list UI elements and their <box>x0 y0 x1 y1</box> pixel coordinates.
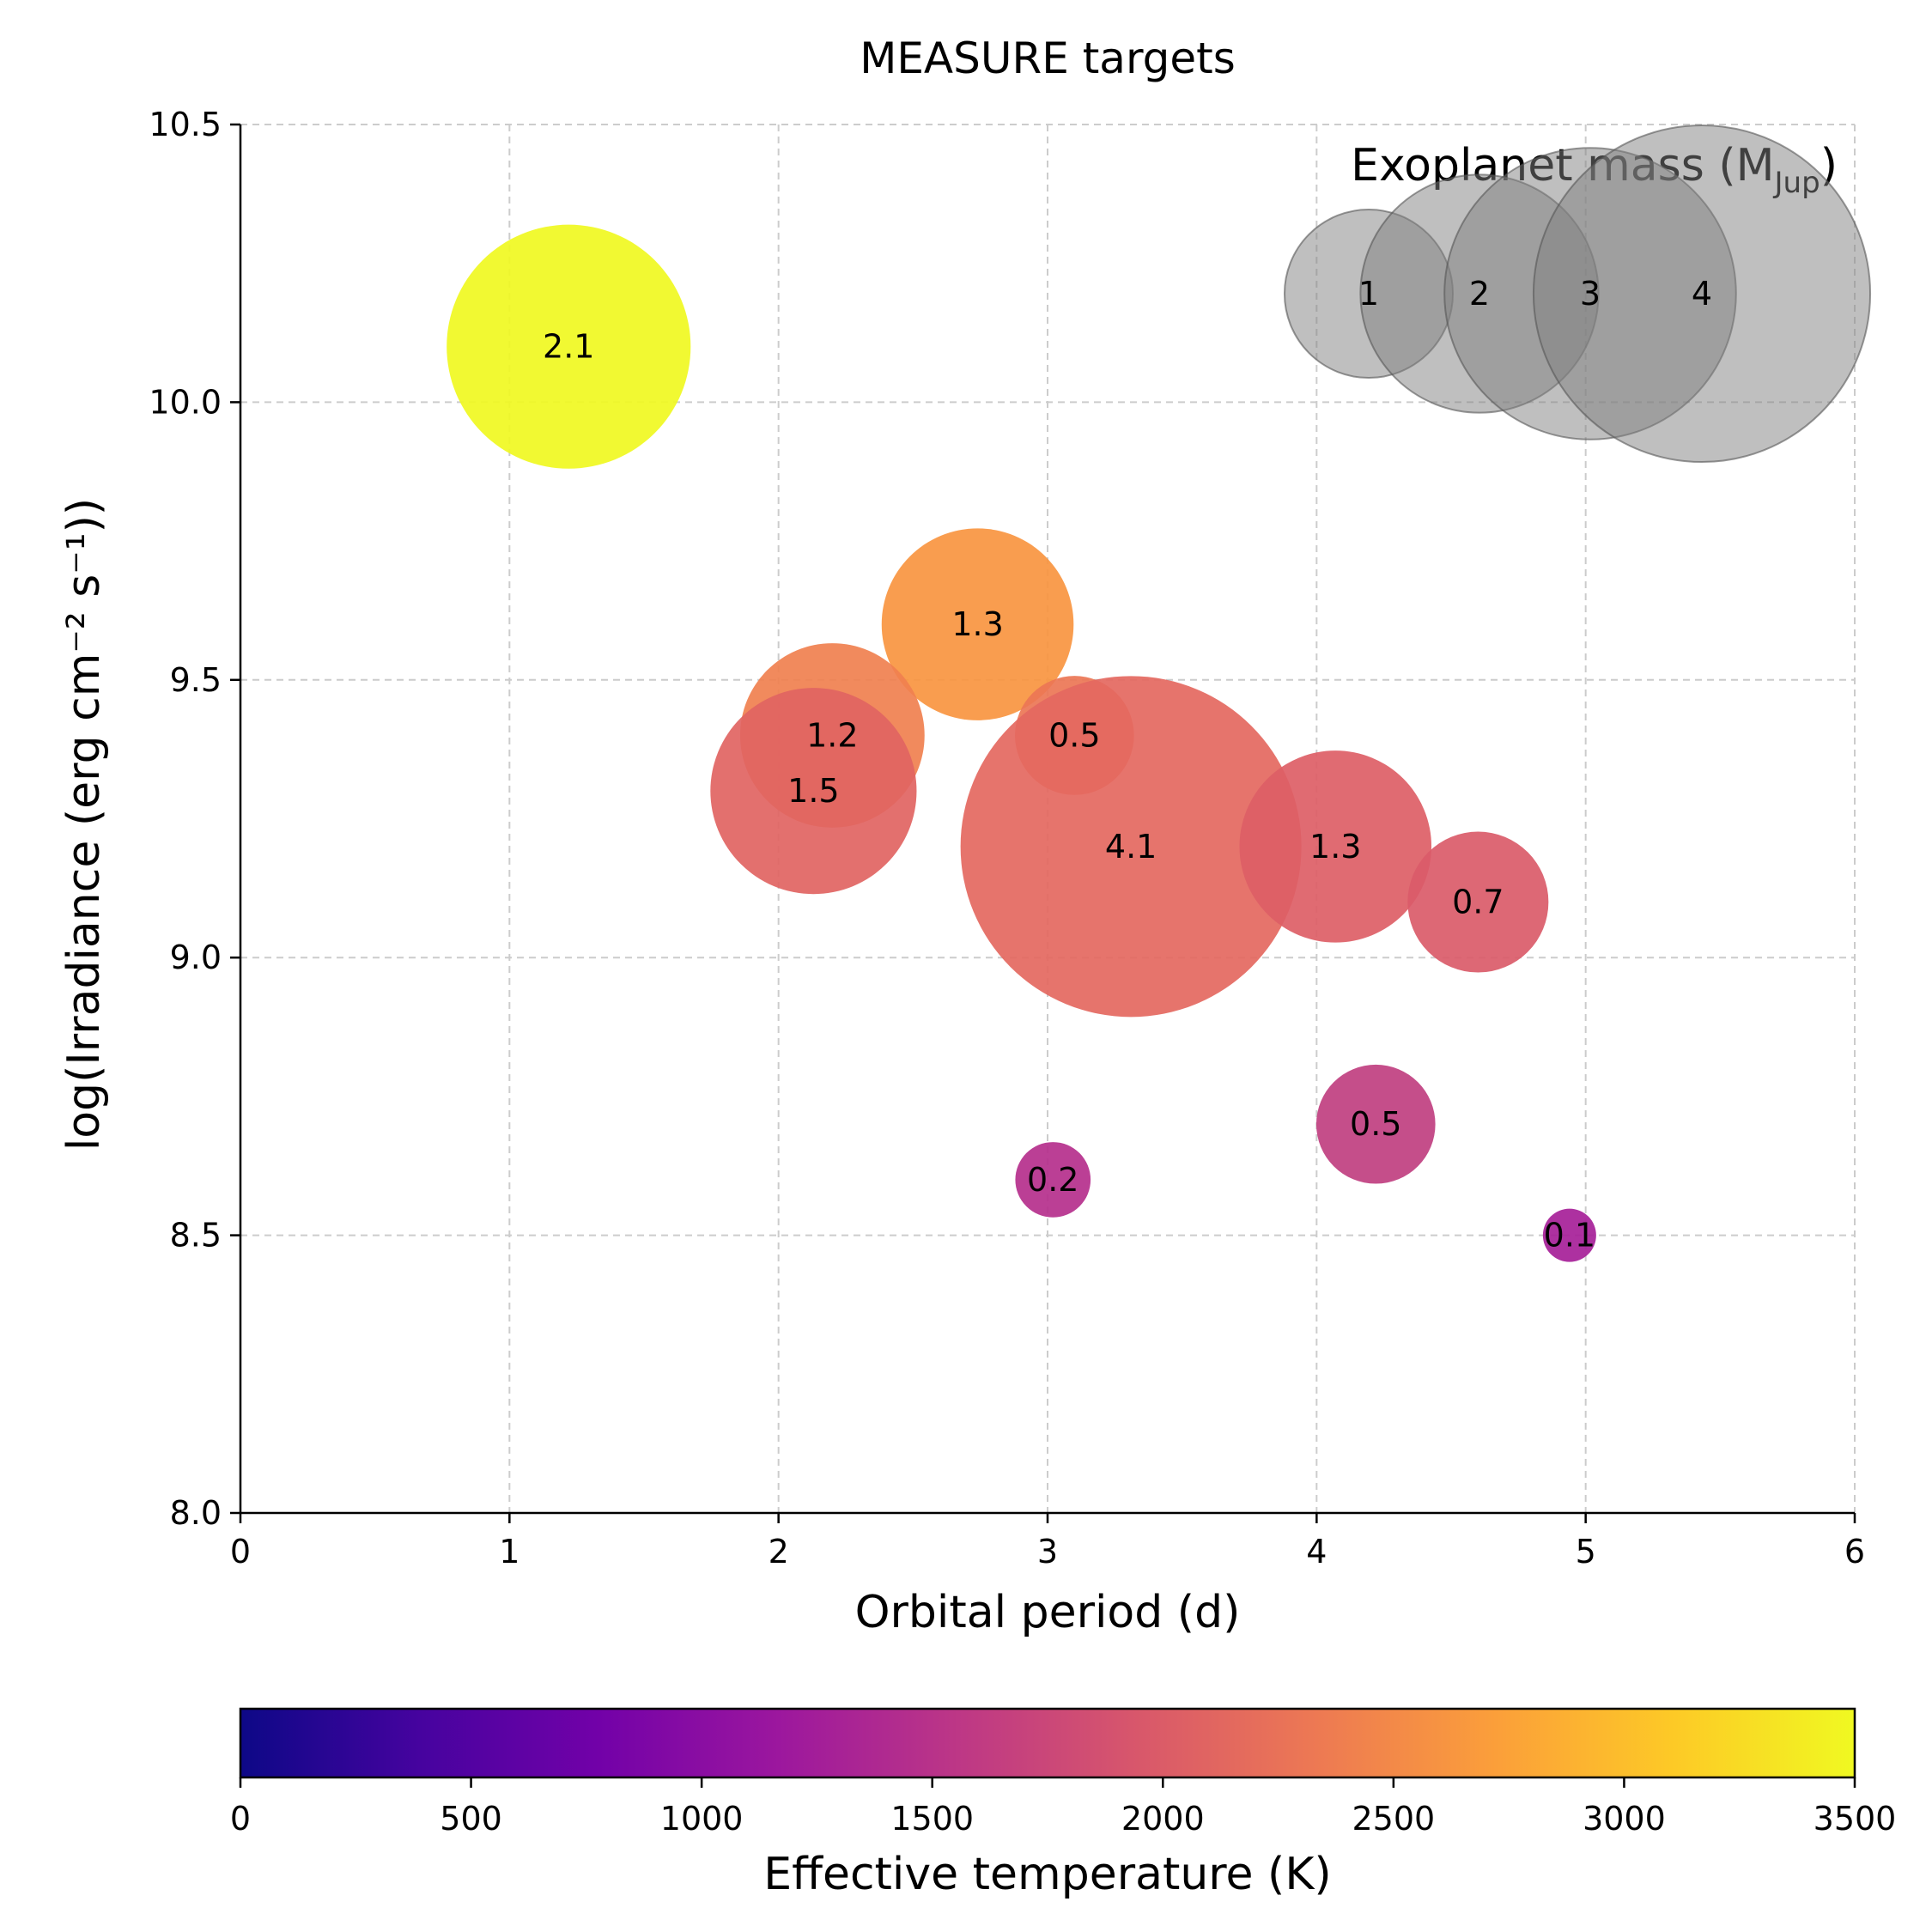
size-legend-label: 1 <box>1358 275 1379 313</box>
x-axis-label: Orbital period (d) <box>855 1587 1241 1638</box>
x-axis-ticks: 0 1 2 3 4 5 6 <box>230 1513 1865 1571</box>
data-point <box>881 528 1074 720</box>
x-tick-label: 0 <box>230 1533 251 1571</box>
data-points: 2.1 1.3 1.2 0.5 1.5 4.1 1.3 0.7 0.5 0.2 0.1 <box>447 224 1596 1262</box>
data-point <box>960 676 1302 1018</box>
size-legend-label: 4 <box>1692 275 1712 313</box>
data-point <box>1407 831 1549 973</box>
y-tick-label: 10.5 <box>149 106 222 143</box>
data-point <box>1315 1064 1436 1184</box>
data-label: 1.2 <box>806 716 858 754</box>
data-point <box>447 224 691 469</box>
size-legend-label: 3 <box>1580 275 1601 313</box>
colorbar-tick-label: 3000 <box>1583 1800 1666 1838</box>
y-tick-label: 9.0 <box>170 939 222 976</box>
colorbar-label: Effective temperature (K) <box>763 1849 1331 1900</box>
y-tick-label: 10.0 <box>149 383 222 421</box>
colorbar-tick-label: 1500 <box>890 1800 974 1838</box>
y-tick-label: 8.0 <box>170 1494 222 1532</box>
x-tick-label: 2 <box>769 1533 789 1571</box>
data-label: 1.3 <box>1309 828 1361 866</box>
colorbar-tick-label: 3500 <box>1814 1800 1897 1838</box>
data-label: 0.1 <box>1544 1217 1595 1255</box>
data-label: 1.3 <box>951 605 1003 643</box>
x-tick-label: 3 <box>1037 1533 1058 1571</box>
data-label: 1.5 <box>787 772 839 810</box>
y-tick-label: 8.5 <box>170 1217 222 1255</box>
colorbar-tick-label: 500 <box>440 1800 502 1838</box>
y-axis-ticks: 8.0 8.5 9.0 9.5 10.0 10.5 <box>149 106 240 1532</box>
colorbar-ticks: 0 500 1000 1500 2000 2500 3000 3500 <box>230 1777 1896 1838</box>
colorbar-gradient <box>239 1707 1856 1779</box>
data-label: 0.2 <box>1027 1161 1078 1199</box>
y-axis-label: log(Irradiance (erg cm⁻² s⁻¹)) <box>58 498 110 1151</box>
size-legend-label: 2 <box>1469 275 1490 313</box>
x-tick-label: 1 <box>499 1533 519 1571</box>
data-label: 4.1 <box>1105 828 1157 866</box>
data-point <box>710 688 917 895</box>
size-legend-marker <box>1532 124 1872 464</box>
x-tick-label: 4 <box>1306 1533 1327 1571</box>
data-point <box>1015 1142 1091 1218</box>
colorbar: 0 500 1000 1500 2000 2500 3000 3500 Effective t… <box>230 1707 1896 1900</box>
x-tick-label: 6 <box>1844 1533 1865 1571</box>
colorbar-tick-label: 0 <box>230 1800 251 1838</box>
data-point <box>1542 1208 1596 1262</box>
data-label: 2.1 <box>543 328 594 366</box>
chart-title: MEASURE targets <box>860 33 1236 83</box>
y-tick-label: 9.5 <box>170 661 222 699</box>
colorbar-tick-label: 2000 <box>1121 1800 1205 1838</box>
data-label: 0.7 <box>1452 884 1504 921</box>
colorbar-tick-label: 1000 <box>660 1800 744 1838</box>
colorbar-tick-label: 2500 <box>1352 1800 1435 1838</box>
x-tick-label: 5 <box>1576 1533 1596 1571</box>
data-point <box>1239 750 1432 943</box>
data-label: 0.5 <box>1048 716 1100 754</box>
data-label: 0.5 <box>1350 1105 1401 1143</box>
